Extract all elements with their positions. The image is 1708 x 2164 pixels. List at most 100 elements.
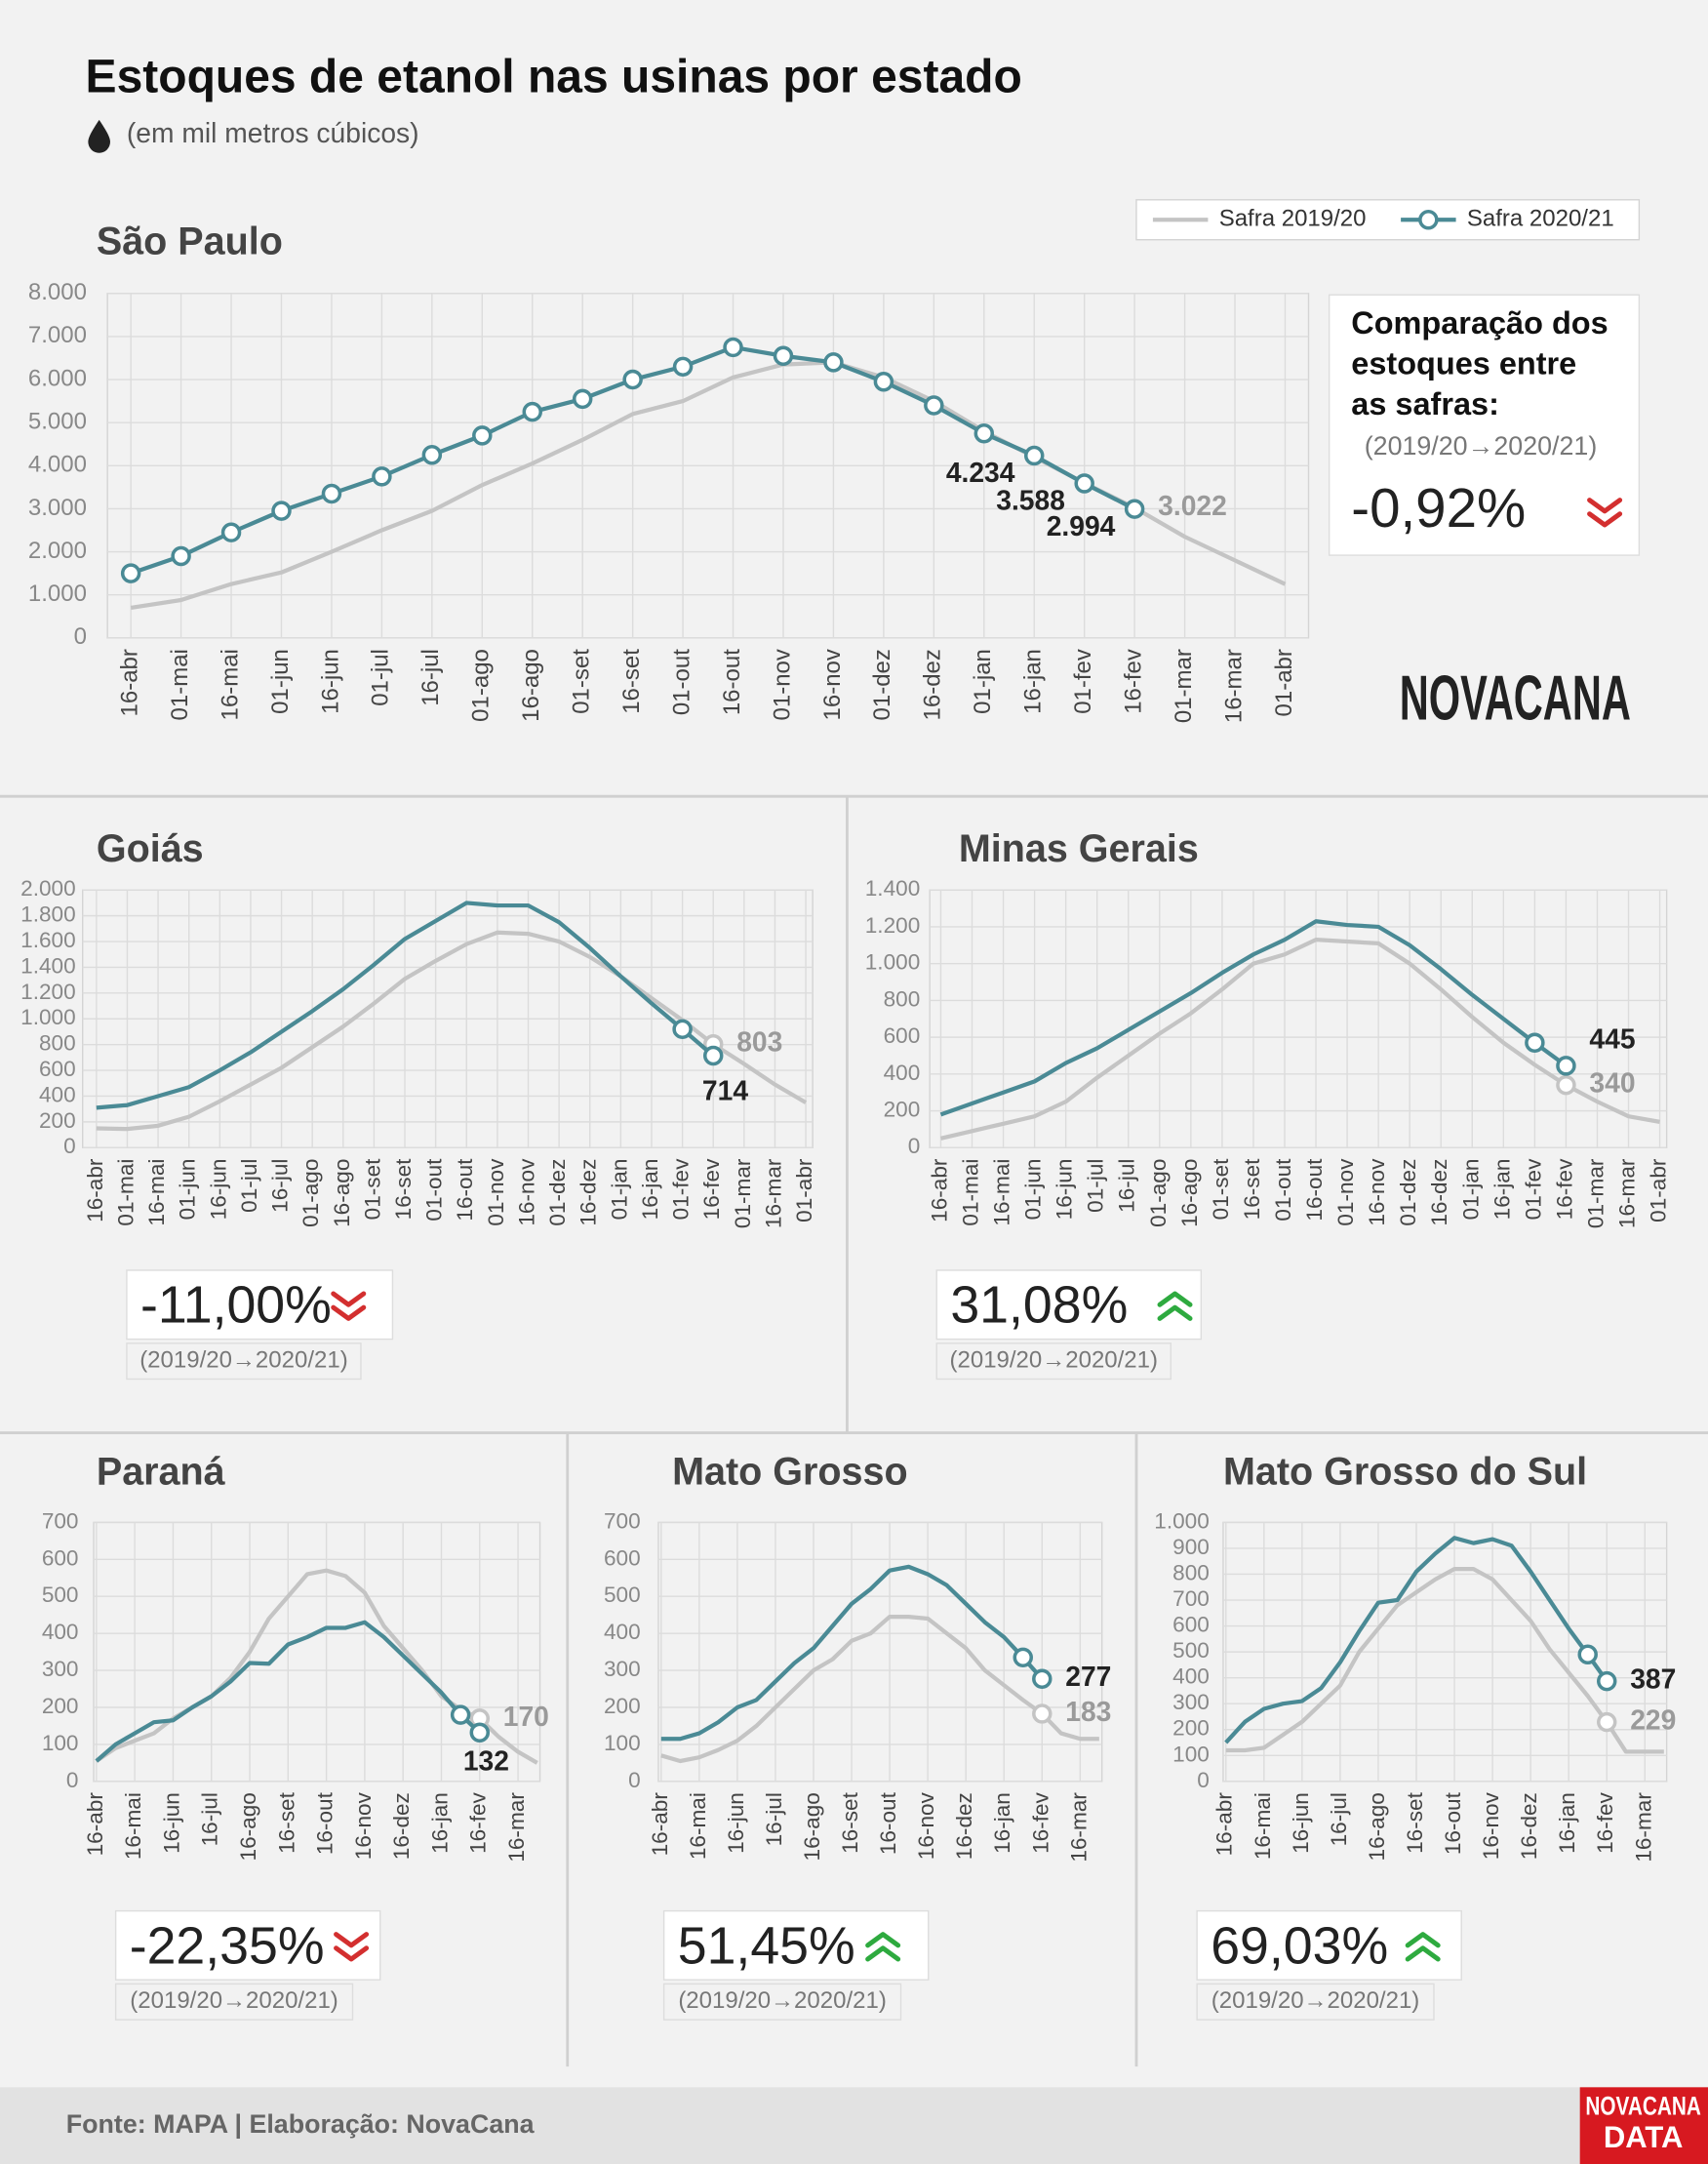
y-tick-label: 1.000 bbox=[865, 950, 921, 975]
x-tick-label: 01-jan bbox=[1458, 1159, 1483, 1221]
x-tick-label: 16-abr bbox=[927, 1158, 951, 1222]
point-marker bbox=[702, 1045, 724, 1066]
x-tick-label: 16-ago bbox=[800, 1792, 824, 1861]
trend-arrow bbox=[1405, 1932, 1441, 1948]
legend-box bbox=[1135, 199, 1641, 241]
point-marker bbox=[271, 501, 292, 521]
x-tick-label: 16-set bbox=[1403, 1791, 1427, 1853]
x-tick-label: 16-nov bbox=[1365, 1158, 1389, 1226]
x-tick-label: 16-jan bbox=[427, 1792, 452, 1854]
trend-arrow bbox=[331, 1291, 367, 1307]
trend-arrow bbox=[1157, 1291, 1193, 1307]
y-tick-label: 1.400 bbox=[865, 876, 921, 901]
source: Fonte: MAPA | Elaboração: NovaCana bbox=[66, 2109, 536, 2139]
y-tick-label: 0 bbox=[63, 1134, 76, 1158]
x-tick-label: 01-nov bbox=[1333, 1158, 1358, 1226]
x-tick-label: 01-jun bbox=[176, 1159, 200, 1221]
y-tick-label: 600 bbox=[1172, 1613, 1210, 1637]
point-marker bbox=[1124, 499, 1145, 519]
y-tick-label: 0 bbox=[908, 1134, 921, 1158]
y-tick-label: 2.000 bbox=[20, 876, 76, 901]
comparison-period-box bbox=[114, 1983, 354, 2021]
y-tick-label: 800 bbox=[39, 1031, 76, 1056]
comparison-title: estoques entre bbox=[1351, 345, 1576, 381]
x-tick-label: 16-set bbox=[274, 1791, 298, 1853]
point-marker bbox=[120, 563, 141, 583]
x-tick-label: 16-mar bbox=[1614, 1158, 1639, 1228]
point-marker bbox=[723, 337, 743, 358]
x-tick-label: 01-dez bbox=[545, 1159, 570, 1226]
value-label: 714 bbox=[702, 1075, 748, 1106]
comparison-period: (2019/20→2020/21) bbox=[1365, 431, 1598, 461]
comparison-period: (2019/20→2020/21) bbox=[139, 1347, 347, 1374]
x-tick-label: 16-fev bbox=[1120, 649, 1146, 714]
y-tick-label: 400 bbox=[884, 1061, 921, 1085]
x-tick-label: 16-mai bbox=[144, 1159, 169, 1226]
x-tick-label: 01-jan bbox=[607, 1159, 631, 1221]
y-tick-label: 100 bbox=[1172, 1742, 1210, 1766]
value-label: 132 bbox=[463, 1744, 509, 1776]
trend-arrow bbox=[1157, 1304, 1193, 1321]
x-tick-label: 01-set bbox=[1209, 1158, 1233, 1220]
comparison-box bbox=[935, 1269, 1203, 1341]
trend-arrow bbox=[334, 1945, 370, 1962]
point-marker bbox=[1032, 1703, 1053, 1724]
x-tick-label: 16-abr bbox=[1212, 1792, 1237, 1857]
x-tick-label: 16-out bbox=[1441, 1791, 1465, 1855]
y-tick-label: 1.200 bbox=[20, 980, 76, 1004]
y-tick-label: 400 bbox=[42, 1620, 79, 1644]
x-tick-label: 16-jun bbox=[159, 1792, 183, 1854]
trend-arrow bbox=[331, 1304, 367, 1321]
x-tick-label: 01-set bbox=[360, 1158, 384, 1220]
y-tick-label: 300 bbox=[42, 1657, 79, 1681]
value-label: 3.022 bbox=[1158, 490, 1227, 521]
series-line bbox=[939, 938, 1660, 1141]
x-tick-label: 01-fev bbox=[1070, 649, 1096, 714]
y-tick-label: 500 bbox=[604, 1583, 641, 1607]
x-tick-label: 16-dez bbox=[1517, 1792, 1541, 1860]
comparison-title: Comparação dos bbox=[1351, 305, 1608, 341]
point-marker bbox=[1556, 1056, 1576, 1076]
x-tick-label: 16-ago bbox=[1177, 1159, 1202, 1227]
value-label: 387 bbox=[1630, 1663, 1676, 1695]
chart-title: Mato Grosso bbox=[672, 1450, 908, 1493]
point-marker bbox=[1577, 1644, 1598, 1665]
x-tick-label: 01-nov bbox=[484, 1158, 508, 1226]
x-tick-label: 16-mar bbox=[1220, 649, 1247, 723]
y-tick-label: 4.000 bbox=[28, 452, 87, 478]
logo-data: NOVACANA bbox=[1585, 2092, 1701, 2121]
y-tick-label: 0 bbox=[628, 1768, 641, 1792]
point-marker bbox=[873, 372, 894, 392]
y-tick-label: 200 bbox=[604, 1694, 641, 1718]
point-marker bbox=[572, 388, 593, 410]
x-tick-label: 16-jun bbox=[317, 649, 343, 714]
x-tick-label: 16-jun bbox=[206, 1159, 230, 1221]
drop-icon bbox=[88, 119, 110, 153]
x-tick-label: 16-nov bbox=[514, 1158, 538, 1226]
x-tick-label: 01-ago bbox=[298, 1159, 323, 1227]
comparison-box bbox=[1196, 1909, 1462, 1981]
value-label: 3.588 bbox=[996, 485, 1065, 516]
x-tick-label: 16-mai bbox=[121, 1792, 145, 1860]
x-tick-label: 16-jun bbox=[724, 1792, 748, 1854]
legend-label: Safra 2020/21 bbox=[1467, 206, 1614, 232]
y-tick-label: 1.800 bbox=[20, 902, 76, 927]
x-tick-label: 01-out bbox=[668, 649, 695, 715]
comparison-period: (2019/20→2020/21) bbox=[130, 1987, 338, 2014]
y-tick-label: 1.200 bbox=[865, 913, 921, 938]
series-line bbox=[660, 1564, 1044, 1742]
point-marker bbox=[973, 422, 995, 444]
series-line bbox=[939, 919, 1568, 1117]
value-label: 340 bbox=[1589, 1067, 1635, 1099]
x-tick-label: 16-nov bbox=[1479, 1791, 1503, 1860]
comparison-value: -11,00% bbox=[140, 1276, 332, 1335]
chart-title: Minas Gerais bbox=[959, 827, 1199, 870]
comparison-period-box bbox=[935, 1342, 1172, 1381]
x-tick-label: 01-jun bbox=[267, 649, 294, 714]
y-tick-label: 600 bbox=[604, 1545, 641, 1570]
x-tick-label: 16-jul bbox=[198, 1792, 222, 1846]
comparison-value: 31,08% bbox=[950, 1276, 1128, 1335]
y-tick-label: 400 bbox=[1172, 1664, 1210, 1689]
point-marker bbox=[469, 1722, 491, 1743]
x-tick-label: 16-mai bbox=[1251, 1792, 1275, 1860]
